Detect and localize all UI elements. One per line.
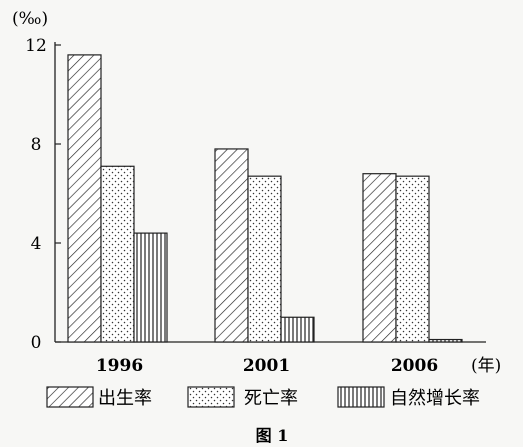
bar-死亡率-2006	[395, 175, 430, 343]
y-tick-label: 12	[25, 36, 47, 56]
legend-swatch	[46, 386, 94, 408]
legend-swatch	[187, 386, 235, 408]
x-category-label: 1996	[96, 356, 143, 376]
x-axis-unit-label: (年)	[471, 356, 501, 376]
legend-label: 死亡率	[244, 388, 298, 409]
legend-label: 自然增长率	[390, 388, 480, 409]
bar-出生率-1996	[67, 54, 102, 343]
bar-自然增长率-2006	[428, 338, 463, 343]
y-tick-label: 8	[31, 135, 42, 155]
bar-死亡率-1996	[100, 165, 135, 343]
bar-出生率-2006	[362, 173, 397, 343]
bar-自然增长率-1996	[133, 232, 168, 343]
bar-死亡率-2001	[247, 175, 282, 343]
y-tick-label: 4	[31, 234, 42, 254]
legend-label: 出生率	[98, 388, 152, 409]
y-tick-label: 0	[31, 333, 42, 353]
x-category-label: 2001	[243, 356, 290, 376]
bar-自然增长率-2001	[280, 316, 315, 343]
legend-swatch	[337, 386, 385, 408]
figure-caption: 图 1	[256, 426, 289, 445]
bar-出生率-2001	[214, 148, 249, 343]
x-category-label: 2006	[391, 356, 438, 376]
y-axis-unit-label: (‰)	[12, 9, 48, 29]
